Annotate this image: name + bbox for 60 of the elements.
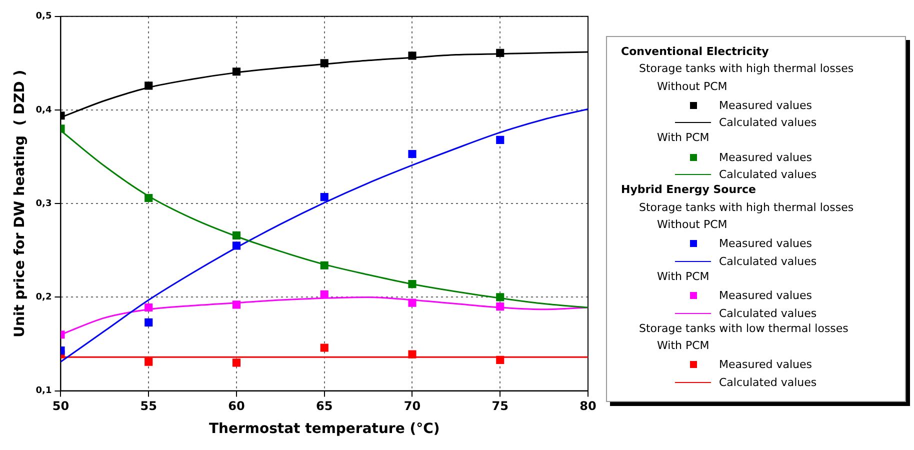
x-tick-label: 65 [316,399,333,414]
point [144,318,153,327]
text: With PCM [656,131,710,146]
point [408,280,416,288]
legend-label: Measured values [719,358,812,372]
point [496,293,504,302]
legend-label: Calculated values [719,116,817,130]
point [408,150,416,158]
text: Hybrid Energy Source [621,183,757,198]
x-tick-label: 75 [492,399,508,414]
y-tick-label: 0,5 [36,12,52,22]
legend-label: Calculated values [719,376,817,389]
x-axis-title: Thermostat temperature (°C) [208,421,440,438]
point [320,59,328,68]
legend-label: Measured values [719,150,812,164]
point [232,68,241,76]
point [144,194,153,202]
text: Without PCM [656,80,728,95]
point [144,82,153,90]
text: With PCM [656,270,710,285]
point [144,303,153,312]
point [408,298,416,307]
y-tick-label: 0,2 [36,292,52,303]
point [408,52,416,60]
point [496,136,504,144]
y-axis-title: Unit price for DW heating ( DZD ) [12,70,28,338]
point [232,242,241,250]
point [408,350,416,358]
text: Without PCM [656,218,728,233]
legend-label: Measured values [719,99,812,112]
x-tick-label: 55 [140,399,157,414]
point [144,358,153,366]
point [232,358,241,367]
point [320,344,328,352]
legend-label: Calculated values [719,254,817,268]
legend-label: Measured values [719,289,812,302]
legend-label: Calculated values [719,306,817,320]
point [496,356,504,364]
x-tick-label: 50 [52,399,70,414]
text: Conventional Electricity [621,45,770,60]
x-tick-label: 60 [228,399,245,414]
y-tick-label: 0,3 [36,198,52,209]
text: Storage tanks with low thermal losses [638,322,850,337]
text: Storage tanks with high thermal losses [638,200,855,216]
y-tick-label: 0,4 [36,105,52,116]
x-tick-label: 80 [580,399,596,414]
point [232,231,241,240]
point [232,300,241,309]
point [320,261,328,270]
y-tick-label: 0,1 [36,386,52,396]
text: With PCM [656,339,710,354]
point [320,193,328,202]
legend-label: Measured values [719,237,812,250]
text: Storage tanks with high thermal losses [638,62,855,78]
line-series [60,108,588,363]
point [496,302,504,311]
x-tick-label: 70 [404,399,421,414]
point [320,290,328,298]
legend-label: Calculated values [719,168,817,182]
point [496,48,504,57]
